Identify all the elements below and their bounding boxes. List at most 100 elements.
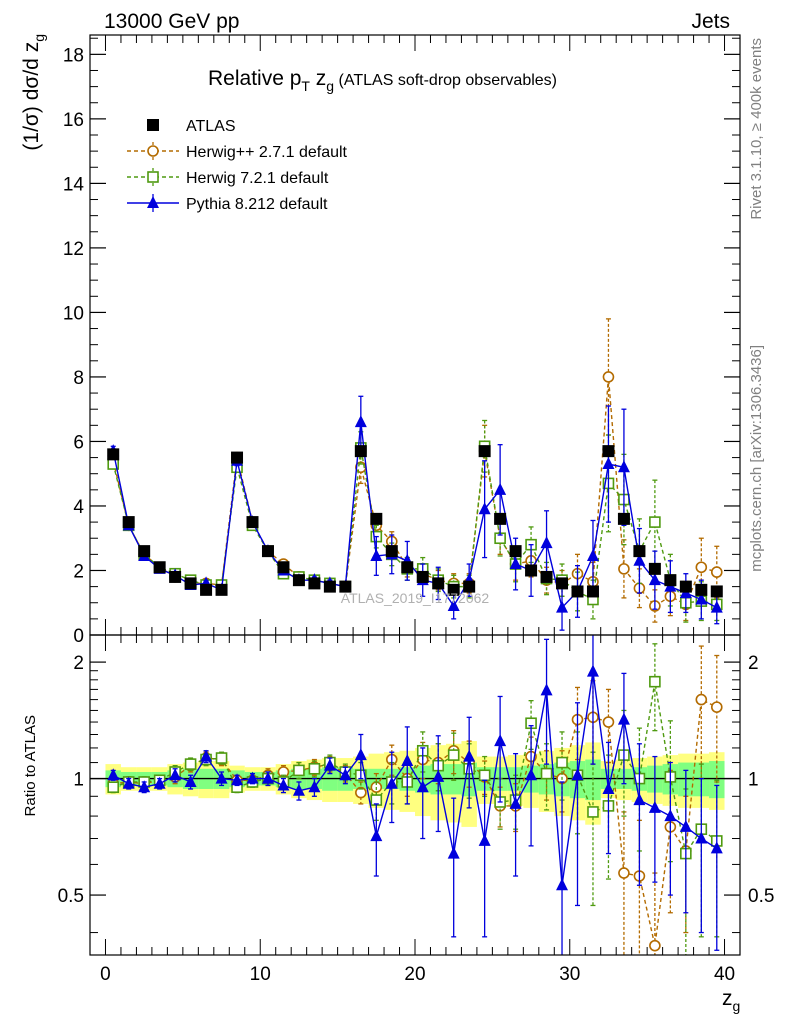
data-point — [308, 577, 321, 590]
x-tick-label: 40 — [714, 964, 735, 985]
data-point — [648, 573, 661, 586]
data-point — [138, 545, 151, 558]
data-point — [602, 445, 615, 458]
ratio-point — [215, 752, 228, 764]
legend-marker — [147, 171, 159, 183]
data-point — [478, 502, 491, 515]
ratio-point — [107, 781, 120, 794]
ratio-point — [587, 806, 599, 818]
y-tick-label: 6 — [73, 432, 84, 453]
mcplots-label: mcplots.cern.ch [arXiv:1306.3436] — [748, 345, 765, 572]
header-right: Jets — [691, 10, 730, 33]
ratio-point — [571, 768, 584, 781]
ratio-point — [710, 841, 723, 854]
ratio-point — [710, 701, 723, 713]
data-point — [633, 545, 646, 558]
ratio-point — [525, 768, 538, 781]
legend-item-atlas: ATLAS — [147, 118, 236, 135]
ratio-y-tick-label: 1 — [748, 770, 759, 791]
ratio-point — [292, 783, 305, 796]
y-tick-label: 16 — [63, 110, 84, 131]
data-point — [432, 577, 445, 590]
data-point — [525, 564, 538, 577]
ratio-point — [618, 867, 630, 879]
ratio-point — [122, 776, 135, 789]
data-point — [602, 371, 615, 383]
ratio-point — [447, 749, 460, 761]
ratio-point — [478, 833, 491, 846]
data-point — [602, 457, 615, 470]
ratio-line-pythia — [112, 671, 718, 886]
ratio-point — [277, 778, 290, 791]
data-point — [370, 548, 383, 561]
main-panel: ATLAS_2019_I1772062 0 2 4 6 8 10 12 14 16 18 — [63, 34, 741, 647]
ratio-y-tick-label: 2 — [73, 653, 84, 674]
ratio-point — [308, 762, 321, 775]
legend-label: Herwig++ 2.7.1 default — [186, 144, 348, 161]
data-point — [277, 561, 290, 574]
legend: ATLAS Herwig++ 2.7.1 default Herwig 7.2.1 … — [127, 118, 348, 213]
data-point — [679, 580, 692, 593]
data-point — [571, 585, 584, 598]
ratio-point — [200, 749, 213, 762]
data-point — [200, 583, 213, 596]
data-point — [494, 512, 507, 525]
ratio-point — [215, 771, 228, 784]
ratio-point — [494, 734, 507, 747]
data-point — [416, 570, 429, 583]
x-tick-label: 30 — [559, 964, 580, 985]
ratio-point — [679, 819, 692, 832]
legend-label: Pythia 8.212 default — [186, 196, 328, 213]
ratio-point — [370, 829, 383, 842]
analysis-watermark: ATLAS_2019_I1772062 — [341, 590, 490, 606]
legend-marker — [147, 145, 159, 157]
data-point — [261, 545, 274, 558]
data-point — [107, 448, 120, 461]
data-point — [339, 580, 352, 593]
data-point — [695, 561, 708, 574]
ratio-series-pythia — [107, 635, 723, 955]
ratio-point — [463, 749, 476, 762]
legend-marker — [147, 119, 159, 131]
data-point — [695, 592, 708, 605]
ratio-point — [339, 768, 352, 781]
x-tick-label: 20 — [404, 964, 425, 985]
data-point — [463, 580, 476, 593]
ratio-point — [323, 758, 336, 771]
data-point — [556, 577, 569, 590]
y-tick-label: 2 — [73, 561, 84, 582]
data-point — [633, 553, 646, 566]
ratio-point — [184, 774, 197, 787]
ratio-point — [138, 780, 151, 793]
data-point — [292, 574, 305, 587]
data-point — [586, 585, 599, 598]
series-herwigpp — [107, 318, 723, 623]
ratio-point — [447, 846, 460, 859]
ratio-plot-content — [90, 635, 740, 955]
ratio-point — [308, 780, 321, 793]
ratio-point — [169, 768, 182, 781]
ratio-point — [649, 939, 661, 952]
data-point — [618, 563, 630, 575]
y-tick-label: 12 — [63, 239, 84, 260]
data-point — [385, 545, 398, 558]
data-point — [617, 512, 630, 525]
ratio-point — [633, 793, 646, 806]
ratio-point — [602, 781, 615, 794]
data-point — [586, 548, 599, 561]
data-point — [122, 516, 135, 529]
data-point — [370, 512, 383, 525]
ratio-point — [153, 776, 166, 789]
data-point — [540, 570, 553, 583]
ratio-point — [107, 768, 120, 781]
data-point — [401, 561, 414, 574]
ratio-point — [184, 758, 197, 770]
legend-marker — [147, 196, 159, 208]
data-point — [648, 562, 661, 575]
data-point — [169, 570, 182, 583]
data-point — [447, 583, 460, 596]
data-point — [231, 451, 244, 464]
rivet-version-label: Rivet 3.1.10, ≥ 400k events — [748, 38, 765, 220]
ratio-point — [586, 664, 599, 677]
legend-label: Herwig 7.2.1 default — [186, 170, 329, 187]
